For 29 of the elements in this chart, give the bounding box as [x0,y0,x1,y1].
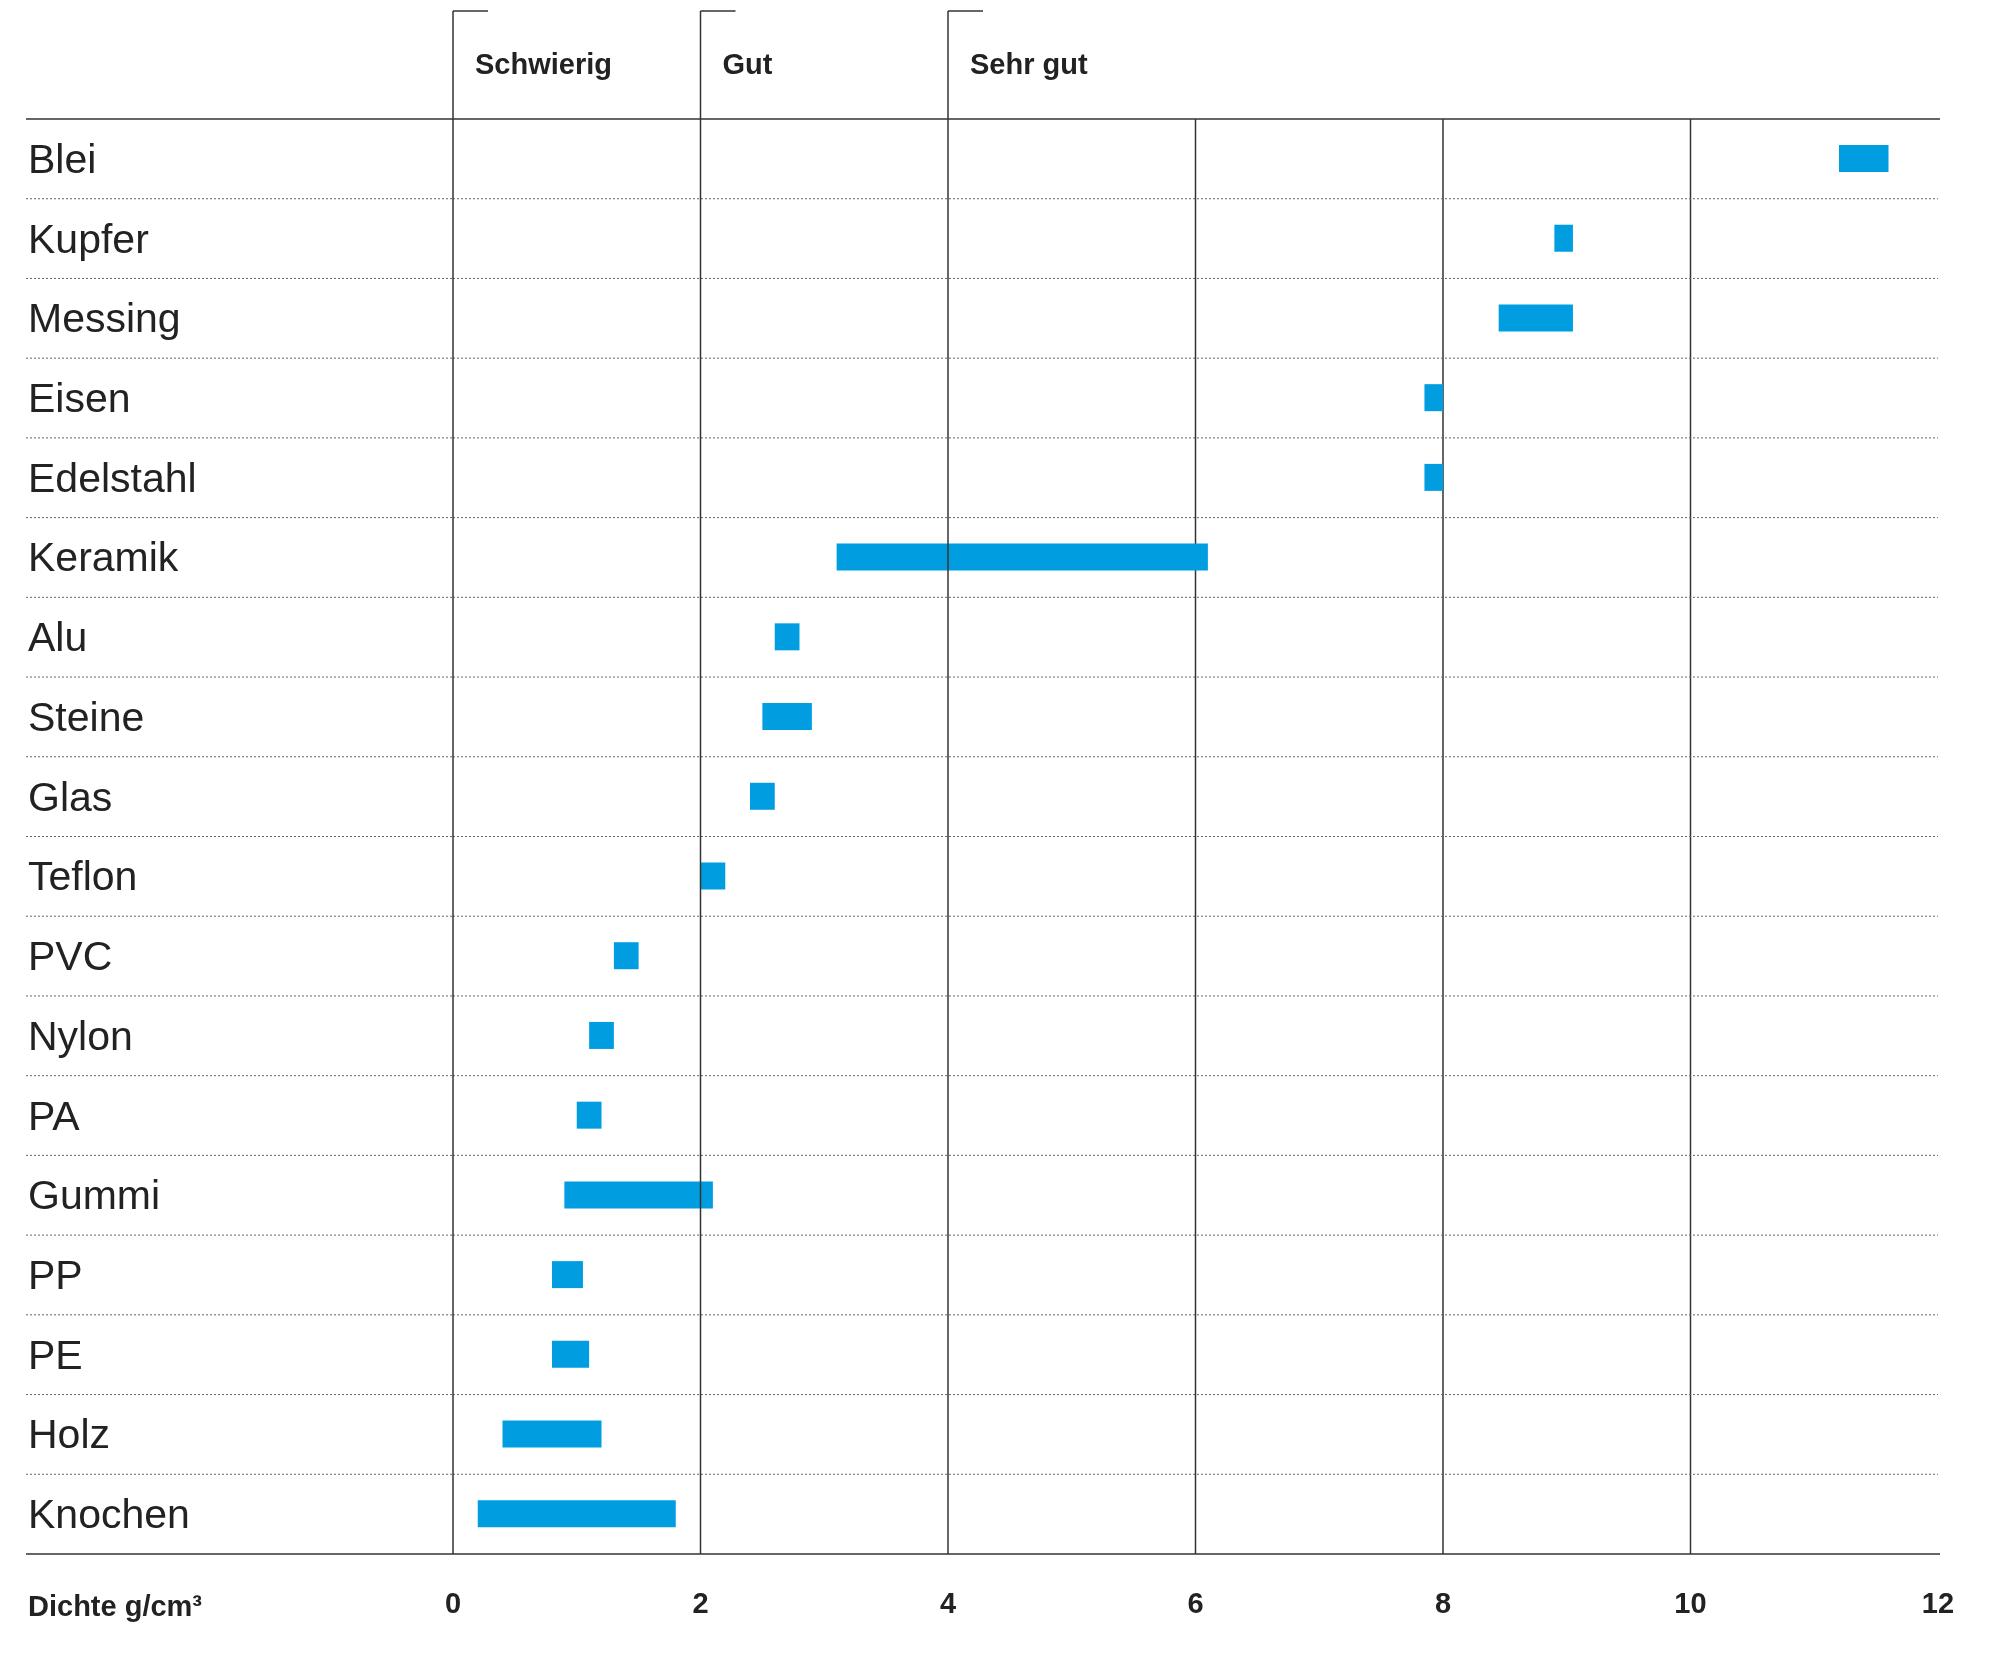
y-tick-label: Blei [28,135,97,182]
y-tick-label: Keramik [28,534,179,581]
x-tick-label: 4 [939,1586,957,1619]
x-tick-label: 0 [444,1586,462,1619]
y-tick-label: PVC [28,933,113,980]
y-tick-label: Glas [28,773,113,820]
y-tick-label: Alu [28,614,88,661]
y-tick-label: PP [28,1251,83,1298]
ref-line-label: Sehr gut [970,48,1088,80]
y-tick-label: Edelstahl [28,454,197,501]
y-tick-label: Holz [28,1411,111,1458]
y-tick-label: Knochen [28,1491,190,1538]
x-tick-label: 6 [1187,1586,1204,1619]
y-tick-label: Eisen [28,375,131,422]
y-tick-label: Teflon [28,853,138,900]
ref-line-label: Schwierig [475,48,612,80]
x-tick-label: 10 [1674,1586,1707,1619]
y-tick-label: Messing [28,295,181,342]
y-tick-label: PE [28,1331,83,1378]
y-tick-label: Kupfer [28,215,149,262]
x-tick-label: 12 [1921,1586,1955,1619]
ref-line-label: Gut [722,48,773,80]
x-tick-label: 2 [692,1586,709,1619]
y-tick-label: PA [28,1092,81,1139]
y-tick-label: Steine [28,693,145,740]
x-tick-label: 8 [1434,1586,1452,1619]
x-axis-title: Dichte g/cm³ [28,1590,203,1622]
y-tick-label: Nylon [28,1012,133,1059]
y-tick-label: Gummi [28,1172,161,1219]
